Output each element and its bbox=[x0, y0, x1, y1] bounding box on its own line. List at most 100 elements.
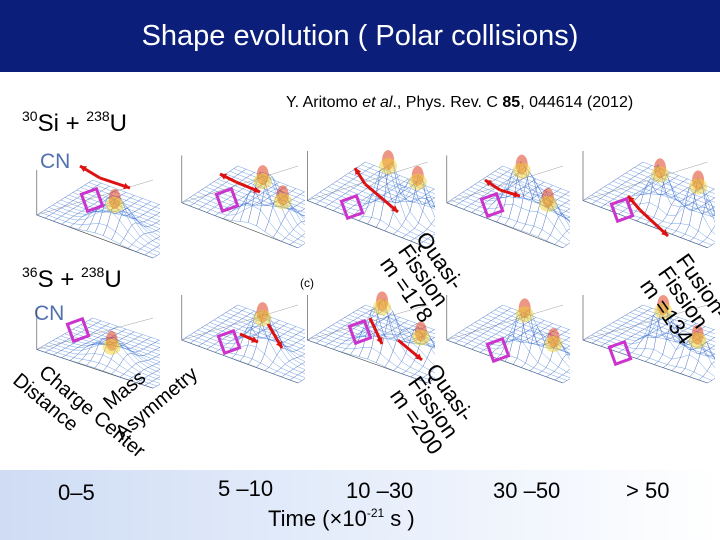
surface-grid-line bbox=[348, 314, 435, 346]
surface-grid-line bbox=[68, 331, 160, 363]
surface-grid-line bbox=[336, 179, 435, 208]
surface-axis-back bbox=[446, 304, 564, 341]
surface-grid-line bbox=[466, 327, 570, 360]
surface-axis-back bbox=[582, 161, 708, 201]
surface-grid-line bbox=[44, 344, 160, 384]
surface-grid-line bbox=[181, 202, 299, 249]
surface-peak-base bbox=[408, 173, 427, 190]
surface-grid-line bbox=[554, 228, 570, 245]
surface-grid-line bbox=[221, 314, 305, 347]
surface-peak-base bbox=[411, 329, 430, 346]
surface-grid-line bbox=[348, 172, 435, 207]
surface-grid-line bbox=[209, 184, 305, 219]
surface-grid-line bbox=[281, 361, 305, 378]
surface-peak-base bbox=[544, 335, 563, 352]
shape-arrow-head bbox=[220, 173, 227, 180]
surface-axis-back bbox=[36, 317, 154, 350]
surface-grid-line bbox=[357, 167, 435, 199]
surface-grid-line bbox=[80, 324, 160, 352]
surface-grid-line bbox=[64, 333, 160, 366]
surface-grid-line bbox=[76, 326, 160, 355]
reference-citation: Y. Aritomo et al., Phys. Rev. C 85, 0446… bbox=[286, 94, 634, 111]
surface-grid-line bbox=[612, 180, 715, 219]
figure-panel-label: (c) bbox=[300, 276, 314, 290]
surface-grid-line bbox=[625, 314, 715, 347]
surface-grid-line bbox=[193, 326, 305, 374]
surface-grid-line bbox=[233, 168, 305, 197]
surface-grid-line bbox=[621, 175, 715, 212]
surface-grid-line bbox=[205, 186, 305, 222]
shape-marker-square bbox=[79, 186, 105, 214]
shape-marker-square bbox=[214, 186, 240, 214]
surface-peak-base bbox=[253, 310, 272, 327]
surface-grid-line bbox=[582, 161, 644, 201]
reaction-1-cn-label: CN bbox=[40, 150, 71, 173]
surface-grid-line bbox=[289, 370, 305, 381]
surface-grid-line bbox=[446, 304, 503, 341]
shape-marker-square bbox=[609, 196, 635, 224]
surface-grid-line bbox=[76, 189, 160, 222]
surface-grid-line bbox=[307, 200, 428, 249]
surface-grid-line bbox=[328, 183, 435, 228]
surface-grid-line bbox=[88, 319, 160, 345]
surface-grid-line bbox=[698, 361, 715, 381]
shape-arrow-head bbox=[376, 337, 383, 344]
surface-plot-r1-t5 bbox=[582, 151, 715, 249]
shape-arrow-head bbox=[123, 182, 130, 190]
surface-grid-line bbox=[352, 170, 435, 203]
time-range-2: 5 –10 bbox=[218, 476, 274, 501]
surface-peak-base bbox=[515, 306, 534, 323]
surface-peak-base bbox=[689, 178, 708, 195]
shape-arrow-head bbox=[661, 229, 668, 236]
surface-grid-line bbox=[612, 322, 715, 358]
shape-arrow-head bbox=[253, 186, 260, 193]
surface-grid-line bbox=[470, 324, 570, 356]
surface-plot-r2-t3 bbox=[307, 291, 435, 384]
surface-grid-line bbox=[289, 233, 305, 245]
surface-grid-line bbox=[332, 175, 435, 219]
surface-grid-line bbox=[92, 317, 160, 341]
shape-markers bbox=[65, 186, 635, 367]
surface-grid-line bbox=[136, 368, 160, 383]
surface-grid-line bbox=[340, 178, 435, 209]
surface-grid-line bbox=[80, 187, 160, 218]
surface-grid-line bbox=[617, 319, 715, 355]
surface-grid-line bbox=[185, 337, 303, 381]
surface-plot-r2-t1 bbox=[36, 309, 160, 389]
surface-peak-base bbox=[253, 173, 272, 190]
shape-marker-square bbox=[216, 328, 242, 356]
surface-peak-base bbox=[273, 193, 292, 210]
shape-arrows bbox=[79, 164, 670, 362]
surface-grid-line bbox=[582, 200, 708, 249]
surface-axis-back bbox=[582, 304, 708, 341]
time-range-5: > 50 bbox=[626, 478, 670, 503]
time-axis-band bbox=[0, 470, 720, 540]
surface-axis-back bbox=[36, 179, 154, 216]
shape-marker-square bbox=[339, 193, 365, 221]
surface-grid-line bbox=[181, 339, 299, 384]
surface-grid-line bbox=[88, 182, 160, 210]
slide-title: Shape evolution ( Polar collisions) bbox=[141, 19, 579, 52]
surface-grid-line bbox=[554, 368, 570, 381]
surface-grid-line bbox=[446, 202, 564, 249]
surface-grid-line bbox=[311, 197, 432, 246]
surface-grid-line bbox=[625, 172, 715, 208]
surface-grid-line bbox=[587, 197, 712, 246]
surface-grid-line bbox=[450, 199, 568, 246]
reaction-2-label: 36S + 238U bbox=[22, 264, 122, 293]
surface-grid-line bbox=[582, 339, 708, 384]
surface-grid-line bbox=[72, 328, 160, 359]
surface-grid-line bbox=[546, 213, 570, 241]
surface-grid-line bbox=[307, 304, 366, 341]
shape-arrow-head bbox=[415, 353, 422, 360]
surface-grid-line bbox=[689, 198, 715, 242]
surface-grid-line bbox=[617, 178, 715, 216]
shape-arrow-head bbox=[355, 168, 362, 175]
surface-grid-line bbox=[621, 317, 715, 351]
surface-grid-line bbox=[144, 244, 160, 256]
surface-axis-back bbox=[307, 161, 428, 201]
surface-grid-line bbox=[48, 198, 160, 249]
shape-arrow-head bbox=[391, 205, 398, 212]
time-axis-label: Time (×10-21 s ) bbox=[268, 506, 415, 531]
